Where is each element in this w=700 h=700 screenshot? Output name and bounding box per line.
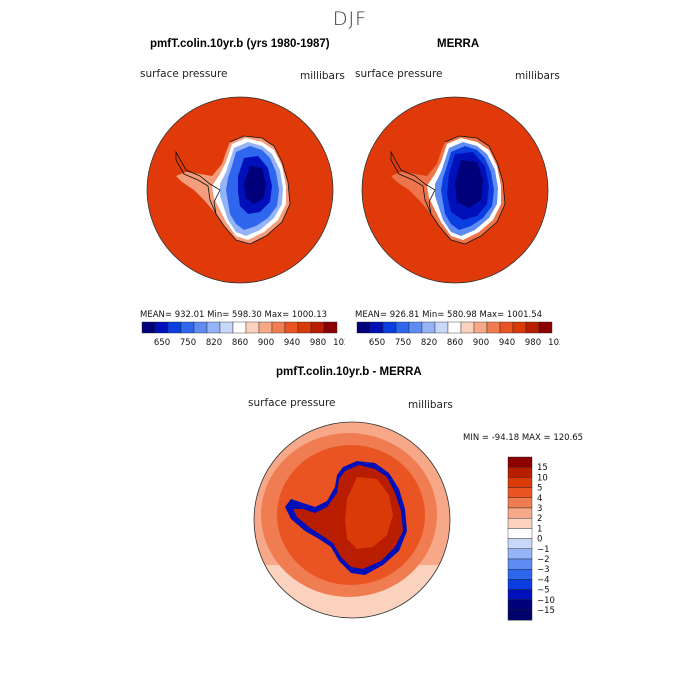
- colorbar-tick-label: 3: [537, 504, 542, 514]
- colorbar-swatch: [245, 321, 260, 334]
- colorbar-tick-label: 1: [537, 524, 542, 534]
- colorbar-swatch: [310, 321, 325, 334]
- diff-panel-title: pmfT.colin.10yr.b - MERRA: [276, 366, 422, 378]
- colorbar-swatch: [507, 477, 533, 488]
- diff-unit-label: millibars: [408, 399, 453, 411]
- colorbar-swatch: [507, 518, 533, 529]
- colorbar-tick-label: 820: [206, 338, 222, 348]
- left-unit-label: millibars: [300, 70, 345, 82]
- colorbar-tick-label: 0: [537, 535, 542, 545]
- colorbar-swatch: [369, 321, 384, 334]
- colorbar-swatch: [507, 507, 533, 519]
- colorbar-swatch: [507, 528, 533, 539]
- colorbar-swatch: [141, 321, 156, 334]
- colorbar-tick-label: 1020: [333, 338, 345, 348]
- colorbar-swatch: [193, 321, 208, 334]
- colorbar-swatch: [507, 558, 533, 570]
- colorbar-tick-label: 900: [258, 338, 274, 348]
- left-antarctica-shading: [175, 135, 291, 245]
- colorbar-swatch: [512, 321, 527, 334]
- colorbar-tick-label: 980: [310, 338, 326, 348]
- colorbar-tick-label: −1: [537, 545, 550, 555]
- colorbar-swatch: [356, 321, 371, 334]
- colorbar-swatch: [395, 321, 410, 334]
- colorbar-swatch: [507, 599, 533, 611]
- colorbar-swatch: [284, 321, 299, 334]
- colorbar-swatch: [507, 497, 533, 509]
- page-title: DJF: [332, 8, 368, 30]
- colorbar-swatch: [507, 538, 533, 549]
- colorbar-tick-label: 940: [284, 338, 300, 348]
- left-polar-map: [146, 96, 334, 284]
- colorbar-tick-label: −5: [537, 586, 550, 596]
- right-panel-stats: MEAN= 926.81 Min= 580.98 Max= 1001.54: [355, 310, 543, 320]
- right-antarctica-shading: [390, 135, 506, 245]
- colorbar-swatch: [538, 321, 553, 334]
- colorbar-swatch: [473, 321, 488, 334]
- colorbar-tick-label: 750: [180, 338, 196, 348]
- colorbar-tick-label: −4: [537, 575, 550, 585]
- colorbar-swatch: [434, 321, 449, 334]
- left-colorbar: 650 750 820 860 900 940 980 1020: [141, 321, 345, 348]
- colorbar-swatch: [499, 321, 514, 334]
- colorbar-tick-label: 860: [447, 338, 463, 348]
- colorbar-swatch: [507, 456, 533, 468]
- colorbar-swatch: [408, 321, 423, 334]
- colorbar-tick-label: 10: [537, 473, 548, 483]
- diff-polar-map: [253, 421, 451, 619]
- colorbar-tick-label: −15: [537, 606, 555, 616]
- colorbar-tick-label: 860: [232, 338, 248, 348]
- colorbar-swatch: [486, 321, 501, 334]
- colorbar-tick-label: −2: [537, 555, 550, 565]
- colorbar-swatch: [507, 487, 533, 498]
- colorbar-swatch: [507, 568, 533, 580]
- colorbar-tick-label: −3: [537, 565, 550, 575]
- colorbar-swatch: [297, 321, 312, 334]
- colorbar-tick-label: 1020: [548, 338, 560, 348]
- colorbar-tick-label: 750: [395, 338, 411, 348]
- colorbar-tick-label: 15: [537, 463, 548, 473]
- colorbar-swatch: [382, 321, 397, 334]
- colorbar-swatch: [271, 321, 286, 334]
- colorbar-swatch: [219, 321, 234, 334]
- colorbar-tick-label: 650: [154, 338, 170, 348]
- colorbar-swatch: [507, 579, 533, 590]
- left-panel-title: pmfT.colin.10yr.b (yrs 1980-1987): [150, 38, 330, 50]
- left-panel-stats: MEAN= 932.01 Min= 598.30 Max= 1000.13: [140, 310, 328, 320]
- right-variable-label: surface pressure: [355, 68, 443, 80]
- colorbar-swatch: [258, 321, 273, 334]
- colorbar-swatch: [447, 321, 462, 334]
- colorbar-swatch: [232, 321, 247, 334]
- colorbar-swatch: [507, 609, 533, 621]
- colorbar-tick-label: 940: [499, 338, 515, 348]
- colorbar-tick-label: 650: [369, 338, 385, 348]
- diff-antarctica-shading: [254, 433, 450, 618]
- colorbar-swatch: [323, 321, 338, 334]
- right-panel-title: MERRA: [437, 38, 480, 50]
- diff-variable-label: surface pressure: [248, 397, 336, 409]
- colorbar-swatch: [507, 466, 533, 478]
- colorbar-swatch: [154, 321, 169, 334]
- colorbar-tick-label: −10: [537, 596, 555, 606]
- colorbar-tick-label: 980: [525, 338, 541, 348]
- colorbar-swatch: [507, 548, 533, 560]
- colorbar-tick-label: 900: [473, 338, 489, 348]
- diff-panel-stats: MIN = -94.18 MAX = 120.65: [463, 433, 584, 443]
- right-polar-map: [361, 96, 549, 284]
- left-variable-label: surface pressure: [140, 68, 228, 80]
- right-colorbar: 650 750 820 860 900 940 980 1020: [356, 321, 560, 348]
- colorbar-swatch: [525, 321, 540, 334]
- right-unit-label: millibars: [515, 70, 560, 82]
- colorbar-swatch: [206, 321, 221, 334]
- colorbar-swatch: [460, 321, 475, 334]
- colorbar-swatch: [180, 321, 195, 334]
- colorbar-swatch: [167, 321, 182, 334]
- colorbar-swatch: [421, 321, 436, 334]
- colorbar-tick-label: 2: [537, 514, 542, 524]
- colorbar-tick-label: 5: [537, 484, 542, 494]
- colorbar-tick-label: 820: [421, 338, 437, 348]
- colorbar-swatch: [507, 589, 533, 601]
- colorbar-tick-label: 4: [537, 494, 542, 504]
